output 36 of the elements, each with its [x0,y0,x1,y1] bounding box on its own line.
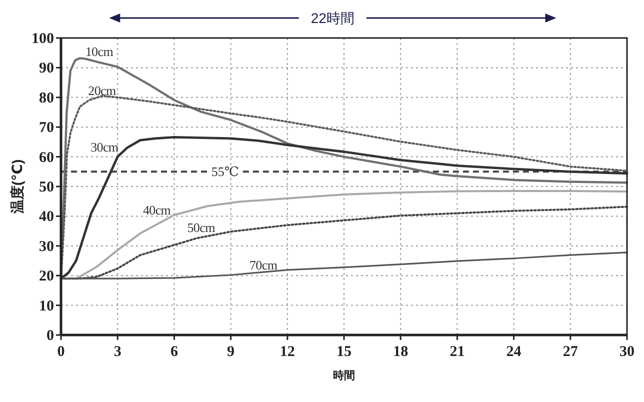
x-tick-label: 24 [506,344,522,360]
series-label: 40cm [142,202,171,218]
y-tick-label: 30 [39,238,54,255]
x-tick-label: 15 [336,344,352,360]
series-label: 50cm [187,220,216,236]
x-tick-label: 3 [114,344,122,360]
x-tick-label: 18 [393,344,408,360]
line-series [60,190,628,280]
series-label: 20cm [88,82,116,98]
x-tick-label: 6 [170,344,178,360]
x-tick-label: 27 [562,344,578,360]
x-axis-title: 時間 [333,369,355,382]
line-series [60,136,628,280]
x-tick-label: 0 [57,344,65,360]
y-tick-label: 10 [39,298,54,314]
series-label: 30cm [90,139,118,154]
y-tick-label: 40 [39,209,54,226]
y-tick-label: 50 [39,180,54,196]
x-tick-label: 9 [227,344,235,360]
x-tick-label: 30 [620,344,634,360]
y-tick-label: 20 [39,268,54,285]
y-axis-title: 温度(℃) [9,159,25,215]
line-series [60,206,628,280]
ref-line-label: 55℃ [211,164,239,180]
series-label: 10cm [85,44,114,59]
x-tick-label: 21 [450,344,465,360]
annotation: 22時間 [109,10,556,26]
y-tick-label: 80 [39,90,54,106]
x-tick-label: 12 [280,344,295,360]
y-tick-label: 100 [32,31,54,47]
line-series [60,252,628,280]
y-tick-label: 90 [39,60,54,77]
series-label: 70cm [249,257,278,272]
y-tick-label: 60 [39,150,54,166]
y-tick-label: 0 [46,328,54,344]
y-tick-label: 70 [39,120,54,136]
